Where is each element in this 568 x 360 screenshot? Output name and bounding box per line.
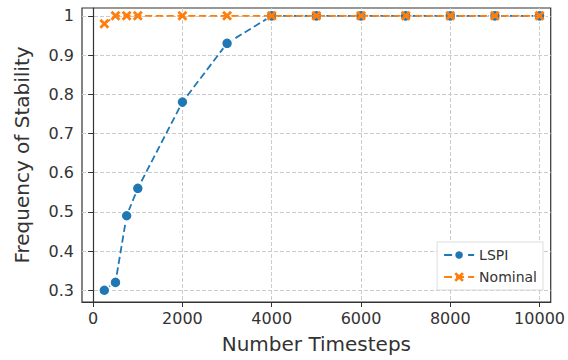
svg-text:0.3: 0.3	[49, 281, 74, 300]
svg-text:0.8: 0.8	[49, 85, 74, 104]
svg-text:10000: 10000	[514, 309, 565, 328]
svg-text:Frequency of Stability: Frequency of Stability	[10, 46, 34, 263]
svg-text:2000: 2000	[162, 309, 203, 328]
svg-text:0.4: 0.4	[49, 242, 74, 261]
svg-text:0.9: 0.9	[49, 46, 74, 65]
svg-text:LSPI: LSPI	[479, 247, 508, 263]
svg-text:0.7: 0.7	[49, 124, 74, 143]
svg-text:0: 0	[88, 309, 98, 328]
svg-text:1: 1	[64, 6, 74, 25]
svg-text:4000: 4000	[251, 309, 292, 328]
svg-text:0.5: 0.5	[49, 202, 74, 221]
svg-text:6000: 6000	[341, 309, 382, 328]
svg-text:0.6: 0.6	[49, 163, 74, 182]
svg-text:Number Timesteps: Number Timesteps	[222, 332, 411, 356]
svg-text:Nominal: Nominal	[479, 269, 537, 285]
svg-text:8000: 8000	[430, 309, 471, 328]
